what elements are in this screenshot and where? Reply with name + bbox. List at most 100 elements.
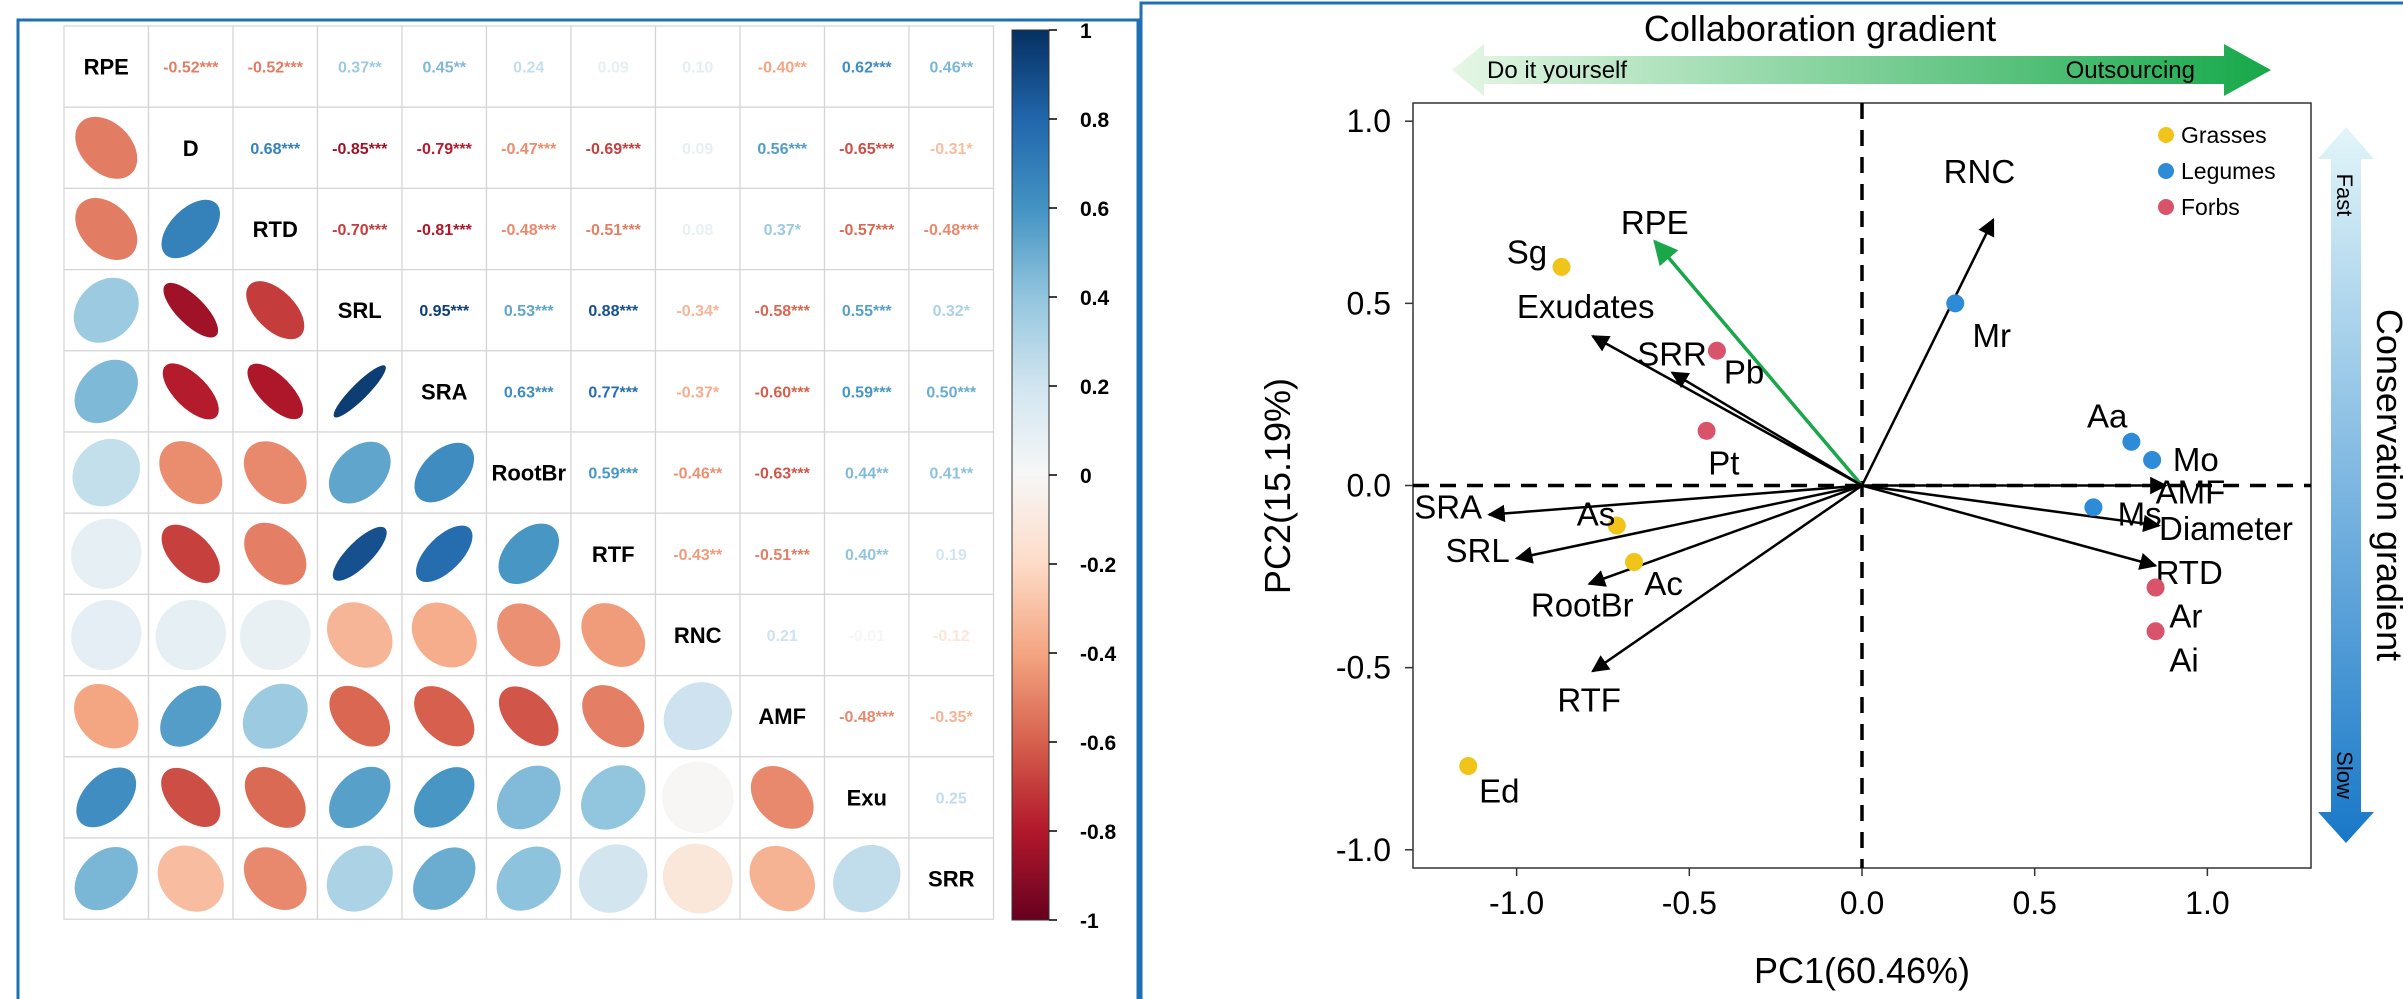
variable-label-rootbr: RootBr [491,461,566,486]
correlation-ellipse [328,441,391,504]
loading-arrow-exudates [1591,335,1863,487]
loading-label-srl: SRL [1446,532,1510,569]
correlation-value-label: -0.70*** [332,222,388,239]
corr-cell [908,350,995,433]
correlation-value-label: -0.58*** [755,303,811,320]
loading-arrow-rtf [1591,484,1863,673]
x-axis-label: PC1(60.46%) [1754,950,1970,991]
correlation-ellipse [496,765,561,830]
correlation-value-label: -0.35* [930,709,973,726]
variable-label-exu: Exu [847,785,887,810]
corr-cell [485,106,572,189]
correlation-value-label: -0.46** [673,466,723,483]
x-tick-label: -0.5 [1662,885,1717,921]
y-tick-label: 1.0 [1347,103,1391,139]
correlation-ellipse [242,683,308,749]
corr-cell [485,431,572,514]
corr-cell [570,25,657,108]
loading-arrow-rnc [1860,218,1995,487]
correlation-ellipse [579,844,648,913]
loading-arrow-srr [1670,371,1863,487]
corr-cell [316,269,403,352]
correlation-value-label: -0.12 [933,628,970,645]
point-label-pt: Pt [1708,445,1739,482]
corr-cell [908,837,995,920]
correlation-value-label: -0.43** [673,547,723,564]
corr-cell [823,674,910,758]
correlation-ellipse [497,603,561,667]
loading-label-srr: SRR [1637,335,1707,372]
correlation-value-label: 0.59*** [842,384,893,401]
correlation-value-label: 0.59*** [588,466,639,483]
corr-cell [908,512,995,596]
corr-cell [401,106,488,189]
variable-label-rpe: RPE [84,55,129,80]
corr-cell [570,512,657,596]
correlation-value-label: 0.37** [338,60,382,77]
loading-label-rtf: RTF [1557,681,1621,718]
correlation-ellipse [74,684,139,749]
corr-cell [570,269,657,352]
correlation-value-label: 0.95*** [419,303,470,320]
correlation-value-label: 0.56*** [757,141,808,158]
variable-label-rtf: RTF [592,542,635,567]
point-label-sg: Sg [1507,233,1547,270]
correlation-value-label: -0.52*** [248,60,304,77]
correlation-value-label: -0.48*** [839,709,895,726]
correlation-value-label: 0.09 [598,60,629,77]
correlation-value-label: 0.50*** [926,384,977,401]
correlation-value-label: 0.46** [929,60,973,77]
loading-arrow-rpe [1653,239,1864,487]
corr-cell [739,593,826,677]
colorbar-tick-label: -1 [1080,910,1099,933]
corr-cell [147,106,234,189]
corr-cell [823,106,910,189]
loading-label-amf: AMF [2156,474,2226,511]
correlation-value-label: -0.48*** [501,222,557,239]
correlation-value-label: 0.77*** [588,384,639,401]
left-panel-frame [16,18,1140,999]
corr-cell [232,187,319,271]
correlation-value-label: -0.40** [758,60,808,77]
point-label-ar: Ar [2169,598,2202,635]
corr-cell [739,350,826,433]
corr-cell [570,431,657,514]
loading-label-rtd: RTD [2156,554,2223,591]
correlation-value-label: -0.85*** [332,141,388,158]
corr-cell [908,106,995,189]
correlation-value-label: -0.51*** [586,222,642,239]
legend-label-grasses: Grasses [2181,122,2267,148]
correlation-ellipse [413,847,476,910]
pca-axes: -1.0 -0.5 0.0 0.5 1.0 1.0 0.5 0.0 -0.5 -1.0 [1336,103,2230,921]
corr-cell [739,512,826,596]
correlation-ellipse [161,199,220,259]
right-panel-frame [1139,1,2403,999]
y-tick-label: -0.5 [1336,650,1391,686]
colorbar-tick-label: 0.2 [1080,376,1109,399]
correlation-ellipse [749,845,815,912]
corr-cell [232,25,319,108]
variable-label-srr: SRR [928,867,975,892]
point-label-mr: Mr [1973,317,2011,354]
correlation-ellipse [75,116,138,179]
corr-cell [654,512,741,596]
loading-arrow-sra [1487,484,1863,523]
correlation-ellipse [661,761,734,834]
corr-cell [739,674,826,758]
correlation-ellipse [76,767,137,828]
loading-label-sra: SRA [1414,488,1482,525]
loading-label-exudates: Exudates [1517,288,1655,325]
correlation-ellipse [160,685,222,747]
point-label-ac: Ac [1644,565,1683,602]
correlation-ellipse [73,277,139,343]
correlation-value-label: 0.19 [936,547,967,564]
correlation-value-label: -0.79*** [417,141,473,158]
corr-cell [739,106,826,189]
variable-label-sra: SRA [421,379,468,404]
correlation-ellipse [411,602,477,668]
point-label-pb: Pb [1724,354,1764,391]
correlation-ellipse [329,766,391,829]
correlation-value-label: 0.25 [936,790,967,807]
correlation-value-label: 0.08 [682,222,713,239]
loading-arrow-rtd [1861,484,2158,570]
